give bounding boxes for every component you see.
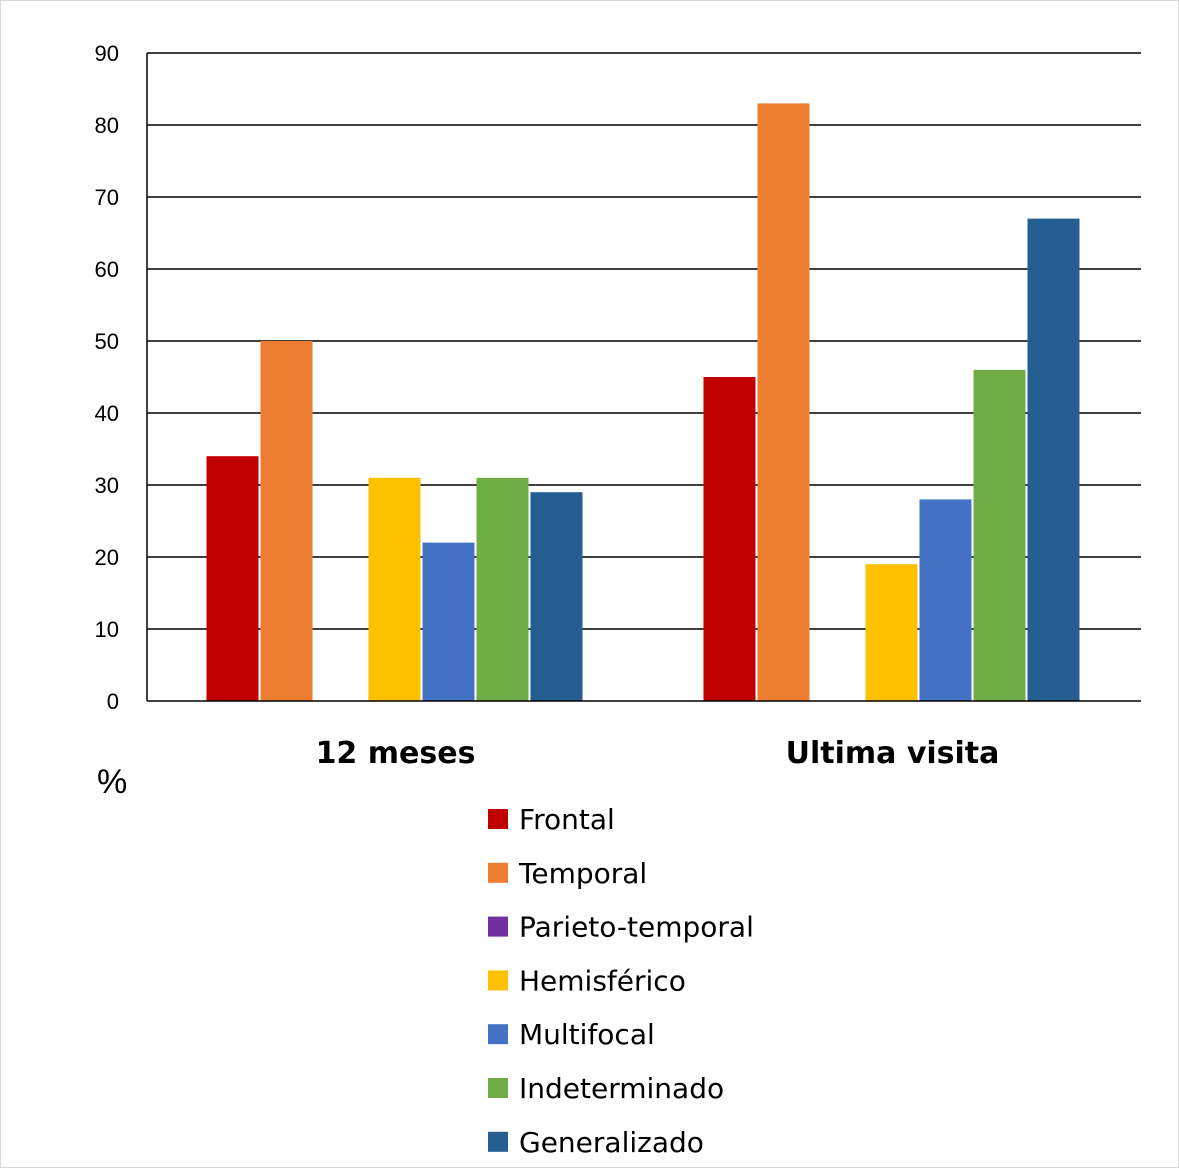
y-tick-label: 30: [95, 473, 119, 498]
bar: [757, 103, 810, 701]
bar: [260, 341, 313, 701]
legend-label: Indeterminado: [519, 1072, 724, 1105]
y-tick-label: 20: [95, 545, 119, 570]
y-axis-unit-label: %: [97, 763, 127, 801]
gridlines: [147, 52, 1141, 630]
bar: [973, 369, 1026, 701]
axes: [146, 53, 1141, 702]
bar: [703, 377, 756, 701]
legend-label: Generalizado: [519, 1126, 704, 1159]
bar: [206, 456, 259, 701]
y-tick-label: 80: [95, 113, 119, 138]
x-category-label: 12 meses: [316, 736, 476, 771]
y-tick-labels: 0 10 20 30 40 50 60 70 80 90: [95, 41, 119, 714]
legend: Frontal Temporal Parieto-temporal Hemisféri…: [488, 803, 754, 1159]
y-tick-label: 10: [95, 617, 119, 642]
y-tick-label: 70: [95, 185, 119, 210]
bar: [919, 499, 972, 701]
category-labels: 12 meses Ultima visita: [316, 736, 1000, 771]
bar: [530, 492, 583, 701]
legend-label: Temporal: [518, 857, 647, 890]
y-tick-label: 90: [95, 41, 119, 66]
y-tick-label: 60: [95, 257, 119, 282]
legend-swatch: [488, 916, 508, 937]
bars: [206, 103, 1080, 701]
legend-label: Multifocal: [519, 1018, 655, 1051]
legend-swatch: [488, 809, 508, 829]
legend-swatch: [488, 862, 508, 883]
y-tick-label: 0: [107, 689, 119, 714]
y-tick-label: 40: [95, 401, 119, 426]
bar: [476, 477, 529, 701]
legend-swatch: [488, 1078, 508, 1098]
y-tick-label: 50: [95, 329, 119, 354]
legend-swatch: [488, 1131, 508, 1152]
bar: [422, 542, 475, 701]
legend-label: Hemisférico: [519, 964, 686, 997]
bar: [1027, 218, 1080, 701]
legend-swatch: [488, 1024, 508, 1045]
legend-label: Parieto-temporal: [519, 911, 754, 944]
bar: [865, 564, 918, 701]
legend-swatch: [488, 970, 508, 991]
bar: [368, 477, 421, 701]
legend-label: Frontal: [519, 803, 615, 836]
x-category-label: Ultima visita: [786, 736, 1000, 771]
